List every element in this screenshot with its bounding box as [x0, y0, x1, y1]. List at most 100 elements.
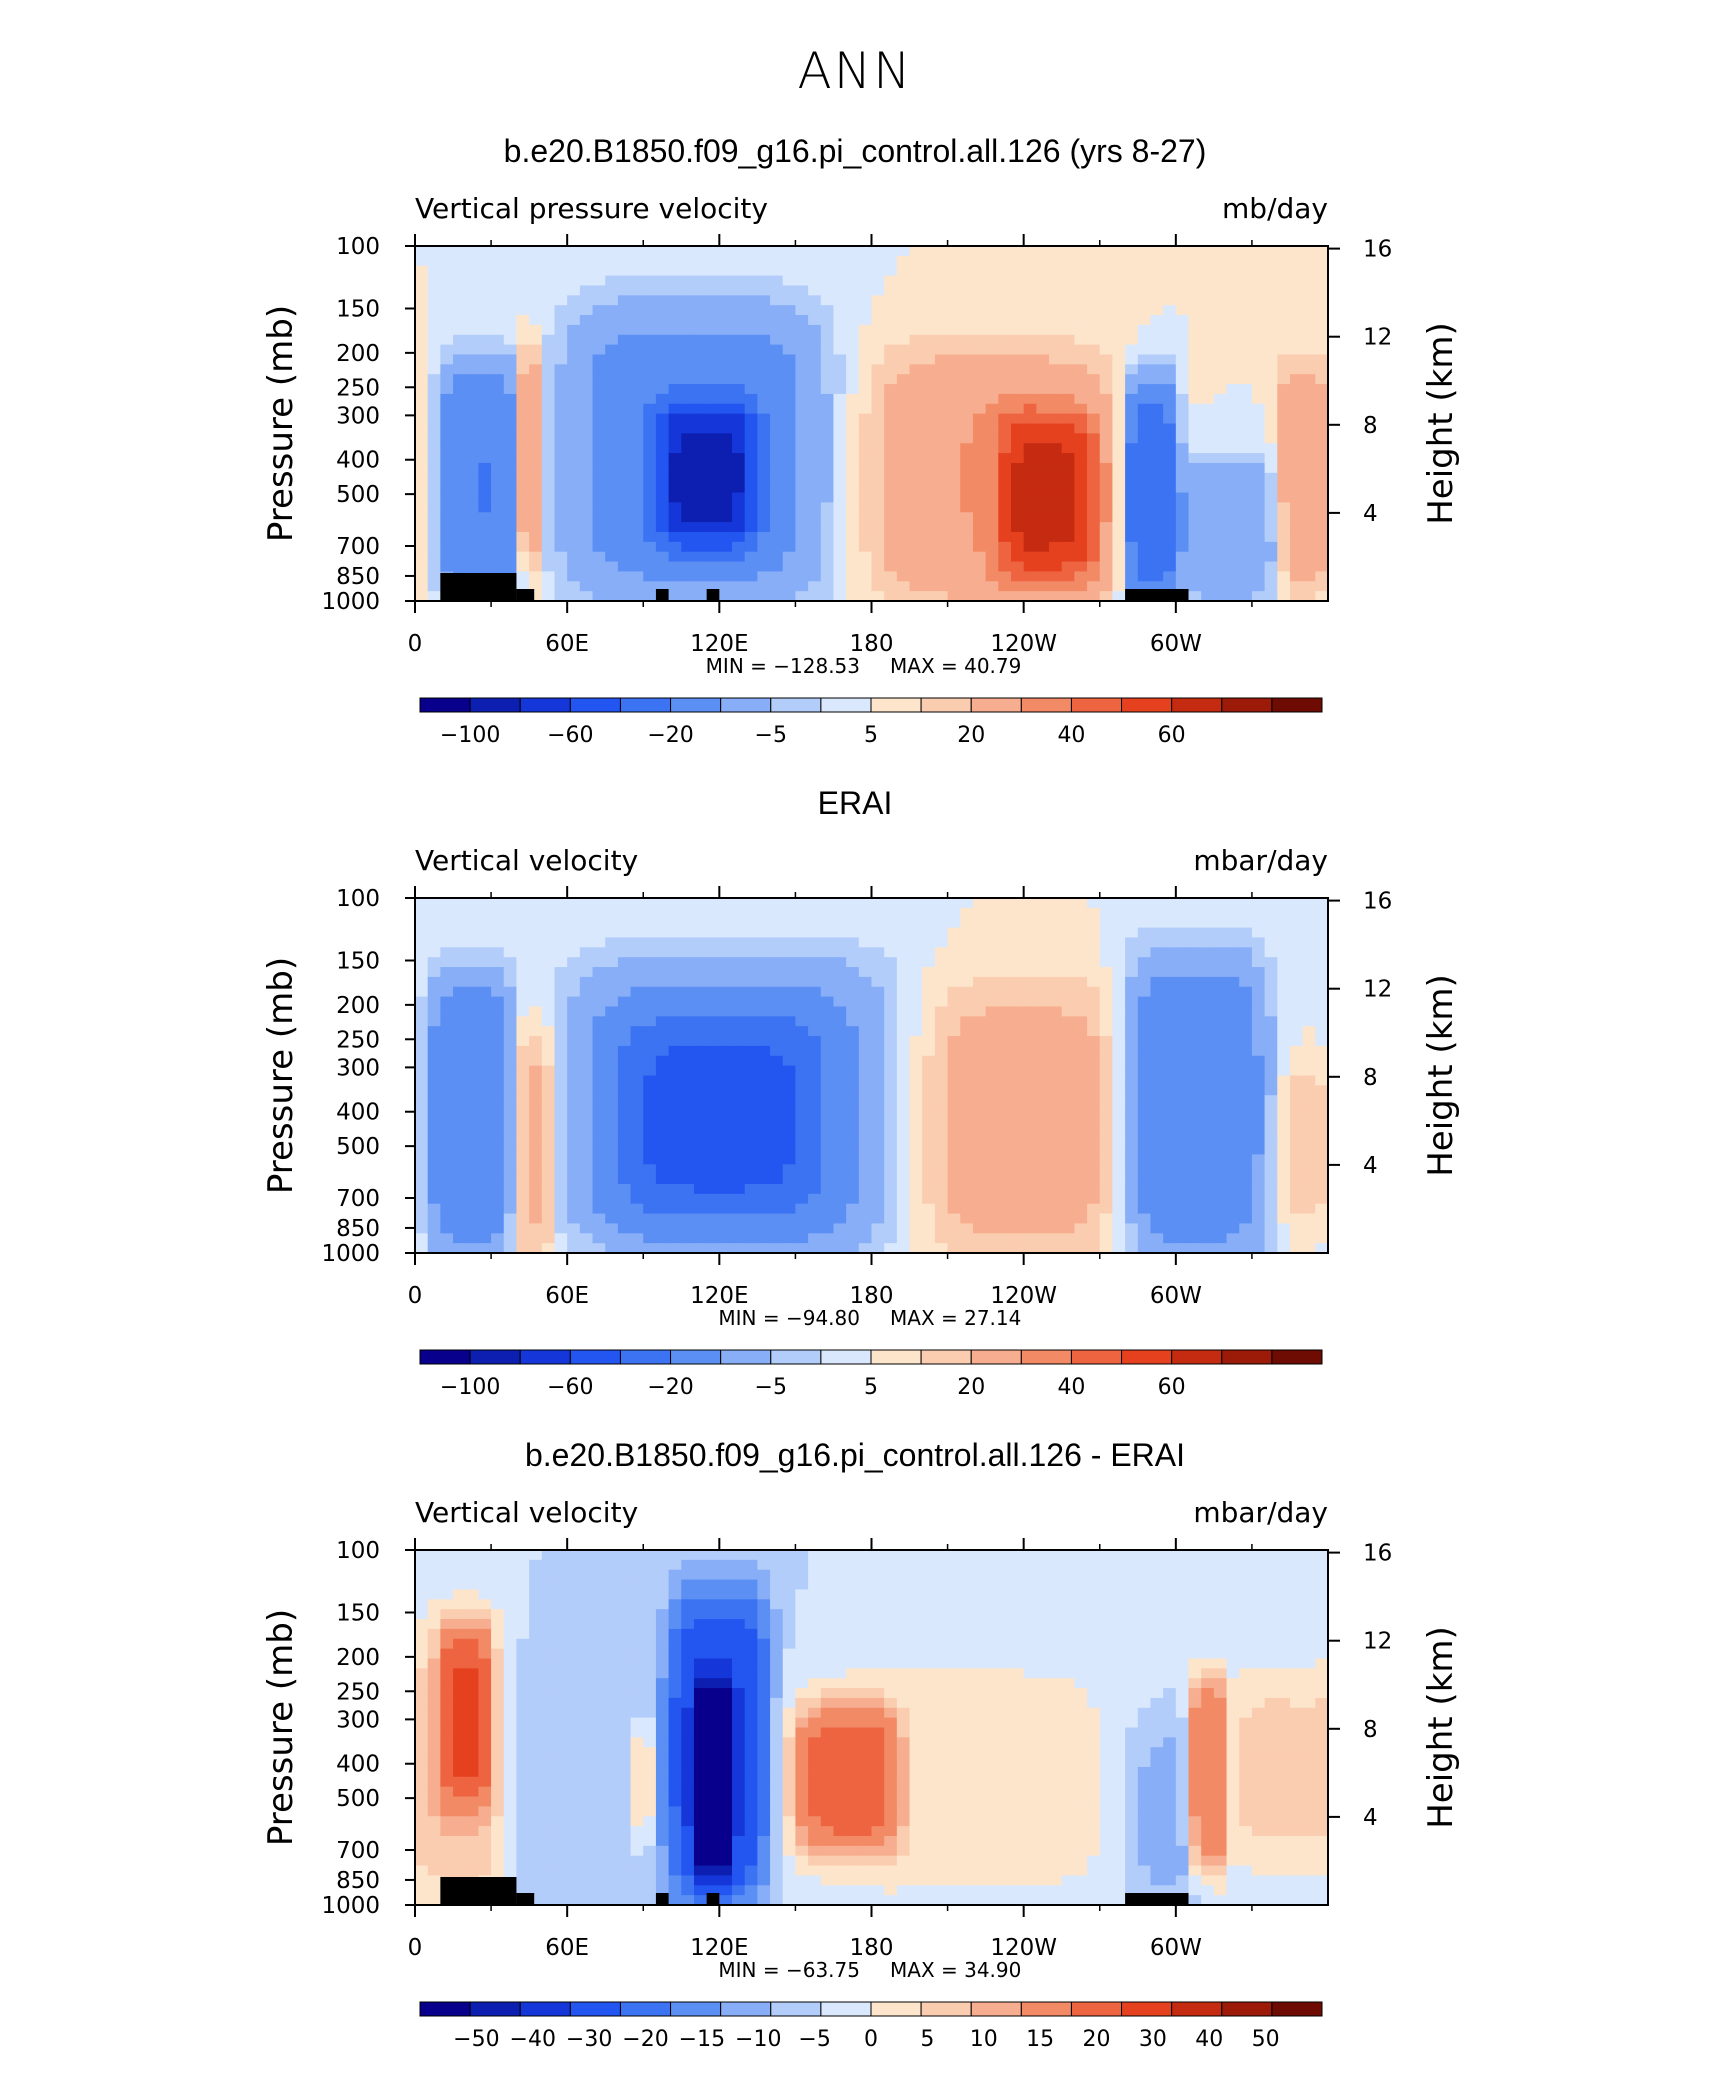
field-cell — [631, 908, 644, 918]
field-cell — [821, 1016, 834, 1026]
field-cell — [833, 394, 846, 404]
field-cell — [1189, 394, 1202, 404]
field-cell — [529, 246, 542, 256]
field-cell — [973, 345, 986, 355]
field-cell — [808, 394, 821, 404]
field-cell — [732, 1105, 745, 1115]
field-cell — [580, 1214, 593, 1224]
field-cell — [428, 571, 441, 581]
field-cell — [948, 1135, 961, 1145]
field-cell — [808, 335, 821, 345]
variable-label: Vertical pressure velocity — [415, 192, 768, 225]
field-cell — [491, 1095, 504, 1105]
field-cell — [605, 571, 618, 581]
field-cell — [935, 908, 948, 918]
field-cell — [1189, 285, 1202, 295]
field-cell — [859, 345, 872, 355]
field-cell — [631, 1085, 644, 1095]
field-cell — [757, 928, 770, 938]
field-cell — [631, 364, 644, 374]
field-cell — [466, 1076, 479, 1086]
field-cell — [1112, 967, 1125, 977]
field-cell — [554, 987, 567, 997]
field-cell — [542, 562, 555, 572]
field-cell — [808, 483, 821, 493]
field-cell — [478, 305, 491, 315]
field-cell — [1163, 898, 1176, 908]
field-cell — [1087, 493, 1100, 503]
field-cell — [554, 1135, 567, 1145]
field-cell — [719, 1115, 732, 1125]
field-cell — [1290, 256, 1303, 266]
field-cell — [580, 266, 593, 276]
field-cell — [1201, 1105, 1214, 1115]
field-cell — [618, 493, 631, 503]
field-cell — [567, 571, 580, 581]
field-cell — [910, 1115, 923, 1125]
field-cell — [669, 947, 682, 957]
field-cell — [491, 1076, 504, 1086]
field-cell — [1074, 928, 1087, 938]
field-cell — [1112, 1194, 1125, 1204]
field-cell — [643, 542, 656, 552]
field-cell — [948, 532, 961, 542]
field-cell — [491, 1194, 504, 1204]
field-cell — [897, 1046, 910, 1056]
field-cell — [466, 532, 479, 542]
field-cell — [719, 354, 732, 364]
field-cell — [440, 453, 453, 463]
field-cell — [1315, 305, 1328, 315]
field-cell — [1290, 502, 1303, 512]
field-cell — [504, 898, 517, 908]
field-cell — [960, 1204, 973, 1214]
field-cell — [821, 512, 834, 522]
field-cell — [580, 305, 593, 315]
field-cell — [1176, 512, 1189, 522]
field-cell — [643, 384, 656, 394]
field-cell — [922, 443, 935, 453]
field-cell — [631, 483, 644, 493]
field-cell — [986, 977, 999, 987]
field-cell — [1125, 1006, 1138, 1016]
field-cell — [1125, 414, 1138, 424]
field-cell — [757, 542, 770, 552]
field-cell — [745, 502, 758, 512]
field-cell — [922, 1016, 935, 1026]
field-cell — [618, 977, 631, 987]
field-cell — [453, 967, 466, 977]
field-cell — [466, 354, 479, 364]
field-cell — [478, 562, 491, 572]
field-cell — [707, 542, 720, 552]
field-cell — [1239, 581, 1252, 591]
field-cell — [1239, 374, 1252, 384]
field-cell — [910, 325, 923, 335]
field-cell — [580, 898, 593, 908]
field-cell — [669, 305, 682, 315]
field-cell — [1036, 898, 1049, 908]
field-cell — [1315, 384, 1328, 394]
field-cell — [694, 1066, 707, 1076]
field-cell — [1176, 483, 1189, 493]
field-cell — [884, 424, 897, 434]
field-cell — [732, 433, 745, 443]
field-cell — [618, 473, 631, 483]
field-cell — [1049, 1076, 1062, 1086]
field-cell — [669, 295, 682, 305]
field-cell — [948, 1016, 961, 1026]
field-cell — [935, 1184, 948, 1194]
field-cell — [783, 957, 796, 967]
field-cell — [478, 967, 491, 977]
field-cell — [491, 305, 504, 315]
field-cell — [833, 502, 846, 512]
field-cell — [428, 266, 441, 276]
field-cell — [1125, 562, 1138, 572]
field-cell — [859, 473, 872, 483]
field-cell — [833, 473, 846, 483]
field-cell — [605, 443, 618, 453]
field-cell — [1011, 1184, 1024, 1194]
field-cell — [504, 1184, 517, 1194]
field-cell — [1112, 276, 1125, 286]
field-cell — [770, 937, 783, 947]
field-cell — [1201, 414, 1214, 424]
